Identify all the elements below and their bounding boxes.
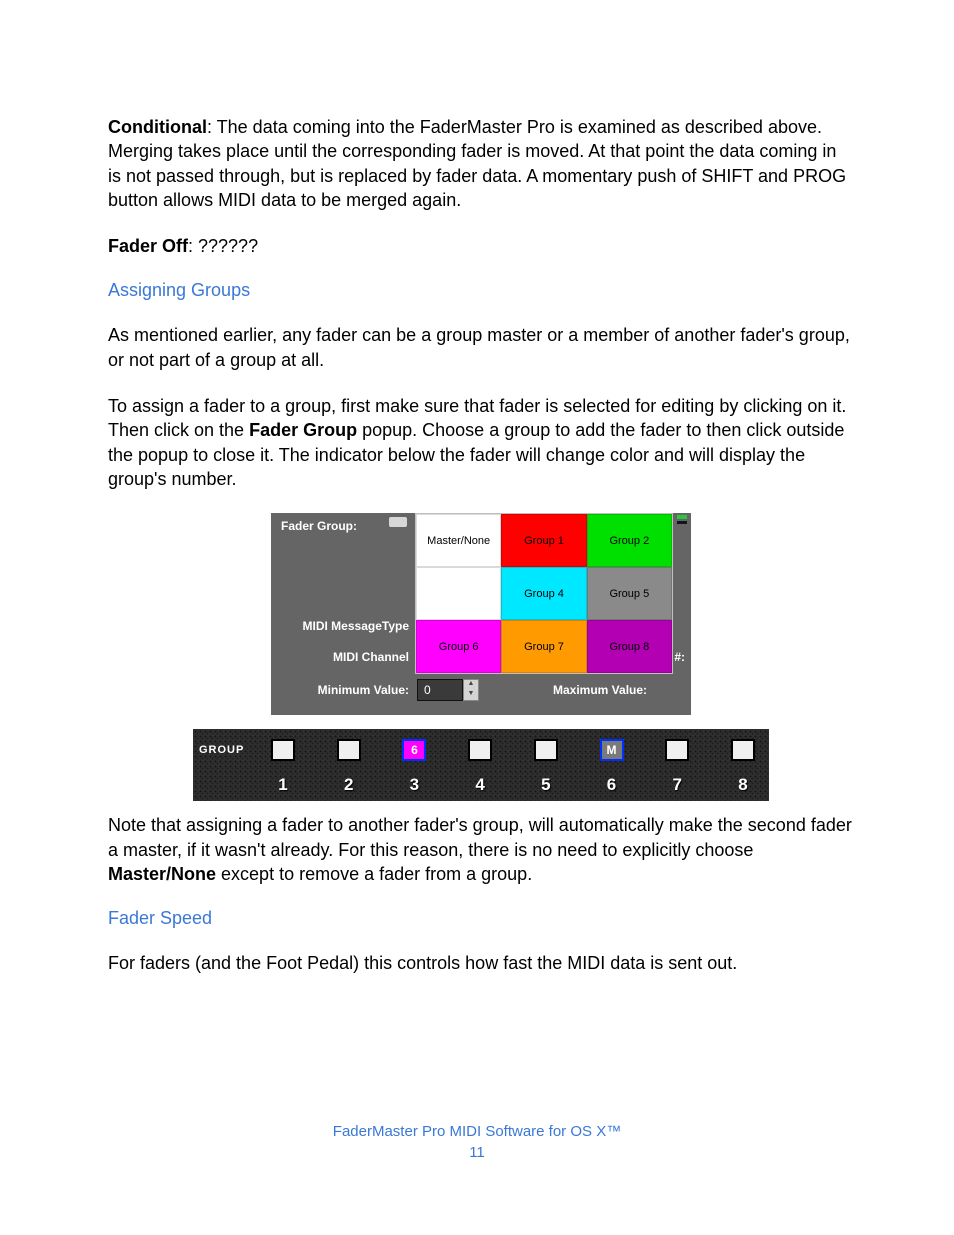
- group-chip[interactable]: [337, 739, 361, 761]
- fader-number: 8: [731, 775, 755, 795]
- group-strip-figure: GROUP 6 M 1 2 3 4 5 6 7 8: [193, 729, 769, 801]
- label-fader-group: Fader Group:: [281, 519, 393, 533]
- label-midi-channel: MIDI Channel: [279, 650, 409, 664]
- text: : ??????: [188, 236, 258, 256]
- popup-option-blank[interactable]: [416, 567, 501, 620]
- fader-number: 4: [468, 775, 492, 795]
- paragraph-fader-off: Fader Off: ??????: [108, 234, 854, 258]
- fader-group-panel: Fader Group: MIDI MessageType MIDI Chann…: [271, 513, 691, 715]
- fader-number: 5: [534, 775, 558, 795]
- group-chip[interactable]: [271, 739, 295, 761]
- fader-number: 7: [665, 775, 689, 795]
- group-chip[interactable]: M: [600, 739, 624, 761]
- group-numbers-row: 1 2 3 4 5 6 7 8: [199, 775, 763, 795]
- fader-group-panel-figure: Fader Group: MIDI MessageType MIDI Chann…: [271, 513, 691, 715]
- fader-number: 1: [271, 775, 295, 795]
- fader-number: 3: [402, 775, 426, 795]
- label-midi-message-type: MIDI MessageType: [279, 619, 409, 633]
- term-master-none: Master/None: [108, 864, 216, 884]
- label-maximum-value: Maximum Value:: [553, 683, 683, 697]
- fader-number: 6: [600, 775, 624, 795]
- popup-option-group-5[interactable]: Group 5: [587, 567, 672, 620]
- paragraph: As mentioned earlier, any fader can be a…: [108, 323, 854, 372]
- group-chip[interactable]: [534, 739, 558, 761]
- panel-corner-marks-icon: [675, 515, 689, 529]
- popup-option-group-1[interactable]: Group 1: [501, 514, 586, 567]
- popup-option-group-8[interactable]: Group 8: [587, 620, 672, 673]
- page-footer: FaderMaster Pro MIDI Software for OS X™ …: [0, 1121, 954, 1163]
- text: Note that assigning a fader to another f…: [108, 815, 852, 859]
- group-chip[interactable]: 6: [402, 739, 426, 761]
- group-chips-row: 6 M: [271, 739, 763, 761]
- group-chip[interactable]: [731, 739, 755, 761]
- stepper-arrows-icon[interactable]: ▲▼: [463, 679, 479, 701]
- popup-option-group-7[interactable]: Group 7: [501, 620, 586, 673]
- heading-assigning-groups: Assigning Groups: [108, 280, 854, 301]
- popup-option-group-4[interactable]: Group 4: [501, 567, 586, 620]
- term-fader-off: Fader Off: [108, 236, 188, 256]
- paragraph: For faders (and the Foot Pedal) this con…: [108, 951, 854, 975]
- popup-option-master-none[interactable]: Master/None: [416, 514, 501, 567]
- label-group: GROUP: [199, 744, 271, 756]
- text: : The data coming into the FaderMaster P…: [108, 117, 846, 210]
- group-strip: GROUP 6 M 1 2 3 4 5 6 7 8: [193, 729, 769, 801]
- group-chip[interactable]: [468, 739, 492, 761]
- text: except to remove a fader from a group.: [216, 864, 532, 884]
- footer-title: FaderMaster Pro MIDI Software for OS X™: [0, 1121, 954, 1142]
- term-conditional: Conditional: [108, 117, 207, 137]
- paragraph: Note that assigning a fader to another f…: [108, 813, 854, 886]
- paragraph-conditional: Conditional: The data coming into the Fa…: [108, 115, 854, 212]
- fader-number: 2: [337, 775, 361, 795]
- minimum-value-field[interactable]: 0: [417, 679, 463, 701]
- popup-option-group-6[interactable]: Group 6: [416, 620, 501, 673]
- heading-fader-speed: Fader Speed: [108, 908, 854, 929]
- minimum-value-stepper[interactable]: 0 ▲▼: [417, 679, 479, 701]
- term-fader-group: Fader Group: [249, 420, 357, 440]
- group-chip[interactable]: [665, 739, 689, 761]
- label-minimum-value: Minimum Value:: [279, 683, 409, 697]
- popup-option-group-2[interactable]: Group 2: [587, 514, 672, 567]
- footer-page-number: 11: [0, 1142, 954, 1163]
- paragraph: To assign a fader to a group, first make…: [108, 394, 854, 491]
- fader-group-popup: Master/None Group 1 Group 2 Group 4 Grou…: [415, 513, 673, 674]
